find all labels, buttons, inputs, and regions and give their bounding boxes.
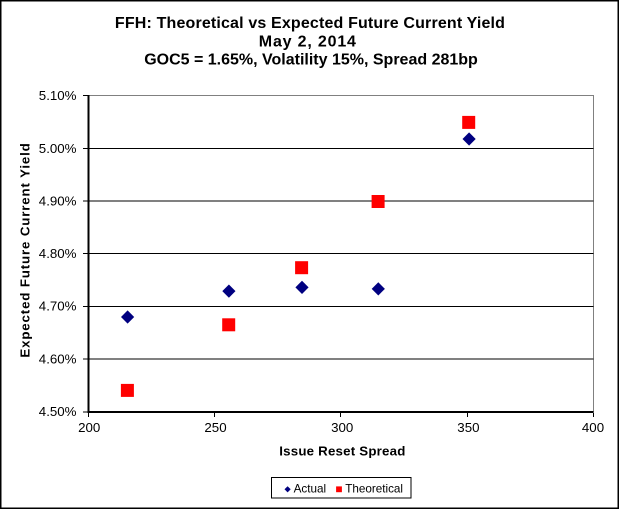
svg-text:4.90%: 4.90% [39, 193, 77, 208]
svg-text:4.80%: 4.80% [39, 246, 77, 261]
svg-text:Expected Future Current Yield: Expected Future Current Yield [18, 142, 33, 357]
svg-text:5.00%: 5.00% [39, 141, 77, 156]
svg-text:250: 250 [204, 420, 226, 435]
svg-text:Actual: Actual [294, 483, 326, 496]
svg-text:5.10%: 5.10% [39, 88, 77, 103]
svg-text:Issue Reset Spread: Issue Reset Spread [279, 444, 405, 459]
svg-text:4.50%: 4.50% [39, 404, 77, 419]
svg-text:200: 200 [78, 420, 100, 435]
svg-text:4.70%: 4.70% [39, 299, 77, 314]
svg-text:300: 300 [331, 420, 353, 435]
svg-text:May 2, 2014: May 2, 2014 [259, 33, 357, 50]
svg-text:FFH: Theoretical vs Expected F: FFH: Theoretical vs Expected Future Curr… [115, 15, 505, 32]
svg-text:4.60%: 4.60% [39, 351, 77, 366]
svg-text:GOC5 = 1.65%, Volatility 15%,: GOC5 = 1.65%, Volatility 15%, Spread 281… [144, 51, 478, 68]
svg-text:350: 350 [457, 420, 479, 435]
svg-text:Theoretical: Theoretical [345, 483, 403, 496]
svg-text:400: 400 [582, 420, 604, 435]
